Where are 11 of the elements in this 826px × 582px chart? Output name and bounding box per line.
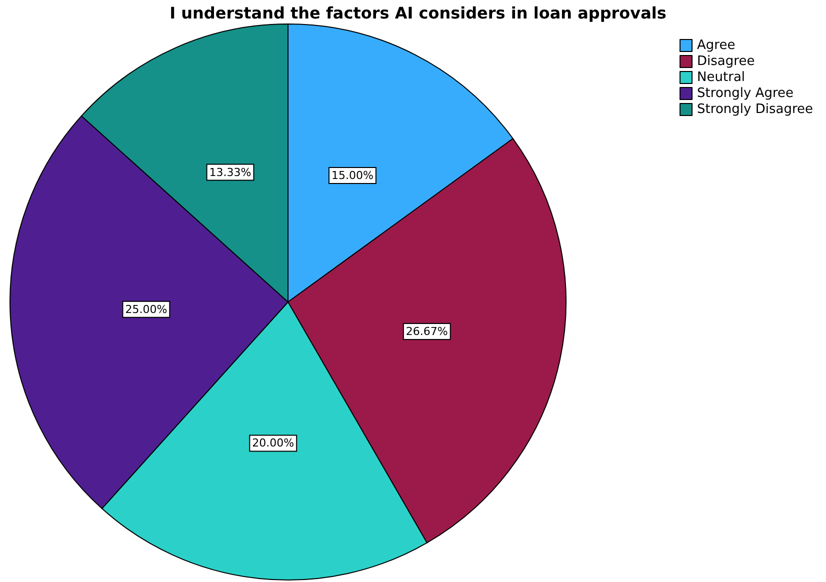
legend-label: Agree — [697, 38, 736, 53]
data-label: 13.33% — [209, 166, 252, 179]
legend-label: Disagree — [697, 54, 755, 69]
chart-title: I understand the factors AI considers in loan approvals — [170, 4, 666, 22]
data-label: 20.00% — [252, 436, 294, 450]
legend-label: Neutral — [697, 70, 746, 85]
legend-label: Strongly Disagree — [697, 102, 814, 117]
data-label: 15.00% — [331, 168, 374, 182]
data-label: 25.00% — [125, 302, 168, 316]
data-label: 26.67% — [406, 325, 448, 338]
legend-label: Strongly Agree — [697, 86, 794, 101]
